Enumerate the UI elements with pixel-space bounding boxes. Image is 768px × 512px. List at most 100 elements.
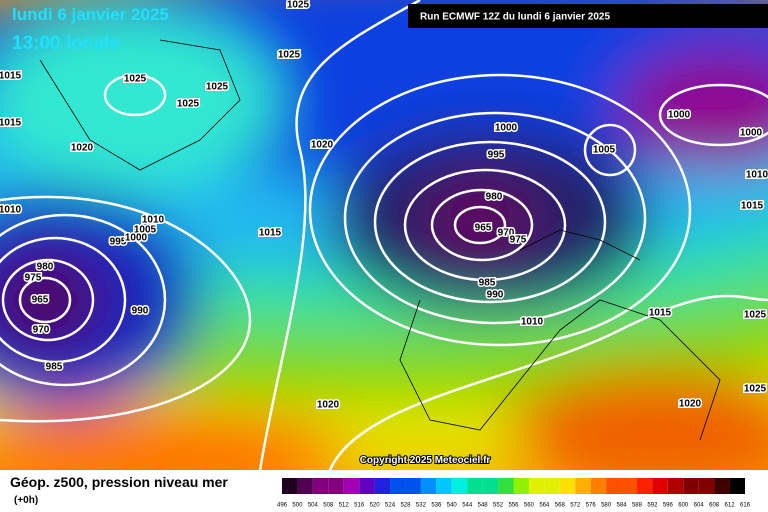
colorbar-swatch (544, 478, 560, 494)
colorbar-label: 576 (586, 503, 597, 509)
isobar-label: 1000 (740, 128, 763, 139)
colorbar-swatch (729, 478, 745, 494)
isobar-label: 1000 (495, 123, 518, 134)
colorbar-label: 596 (663, 503, 674, 509)
isobar-label: 975 (25, 273, 42, 284)
isobar-label: 1015 (259, 228, 282, 239)
colorbar-label: 588 (632, 503, 643, 509)
isobar-label: 1000 (668, 110, 691, 121)
colorbar-label: 532 (416, 503, 427, 509)
colorbar-label: 608 (709, 503, 720, 509)
isobar-label: 1015 (741, 201, 764, 212)
isobar-label: 975 (510, 235, 527, 246)
colorbar-swatch (652, 478, 668, 494)
colorbar-label: 520 (370, 503, 381, 509)
colorbar-label: 568 (555, 503, 566, 509)
isobar-label: 1025 (206, 82, 229, 93)
colorbar-swatch (343, 478, 360, 494)
isobar-label: 990 (487, 290, 504, 301)
isobar-label: 970 (498, 228, 515, 239)
colorbar: 496 500 504 508 512 516 520 524 528 532 536 540 544 5… (277, 478, 751, 509)
colorbar-label: 604 (694, 503, 705, 509)
isobar-label: 1020 (679, 399, 702, 410)
colorbar-label: 508 (323, 503, 334, 509)
colorbar-label: 564 (539, 503, 550, 509)
isobar-label: 1020 (71, 143, 94, 154)
isobar-label: 1025 (744, 384, 767, 395)
isobar-label: 985 (46, 362, 63, 373)
colorbar-swatch (451, 478, 468, 494)
colorbar-swatch (513, 478, 529, 494)
field (0, 0, 768, 470)
isobar-label: 1025 (278, 50, 301, 61)
colorbar-swatch (575, 478, 591, 494)
isobar-label: 985 (479, 278, 496, 289)
colorbar-label: 584 (617, 503, 628, 509)
colorbar-swatch (420, 478, 437, 494)
isobar-label: 1025 (124, 74, 147, 85)
colorbar-label: 548 (478, 503, 489, 509)
isobar-label: 995 (110, 237, 127, 248)
colorbar-swatch (312, 478, 329, 494)
colorbar-swatch (374, 478, 391, 494)
isobar-label: 1005 (134, 225, 157, 236)
isobar-label: 980 (37, 262, 54, 273)
time-label: 13:00 locale (12, 33, 120, 54)
isobar-label: 980 (486, 192, 503, 203)
isobar-label: 1015 (0, 71, 22, 82)
isobar-label: 1010 (746, 170, 768, 181)
isobar-label: 1005 (593, 145, 616, 156)
colorbar-label: 512 (339, 503, 350, 509)
colorbar-label: 580 (601, 503, 612, 509)
colorbar-swatch (282, 478, 298, 494)
colorbar-swatch (698, 478, 715, 494)
colorbar-label: 616 (740, 503, 751, 509)
footer-title: Géop. z500, pression niveau mer (10, 474, 228, 490)
colorbar-swatch (683, 478, 699, 494)
isobar-label: 1020 (311, 140, 334, 151)
isobar-label: 1025 (744, 310, 767, 321)
date-label: lundi 6 janvier 2025 (12, 5, 169, 24)
footer-step: (+0h) (14, 495, 38, 506)
colorbar-swatch (482, 478, 499, 494)
colorbar-label: 524 (385, 503, 396, 509)
colorbar-swatch (667, 478, 684, 494)
colorbar-label: 500 (292, 503, 303, 509)
isobar-label: 1020 (317, 400, 340, 411)
isobar-label: 995 (488, 150, 505, 161)
colorbar-swatch (436, 478, 452, 494)
copyright: Copyright 2025 Meteociel.fr (360, 455, 491, 466)
colorbar-swatch (467, 478, 483, 494)
colorbar-label: 552 (493, 503, 504, 509)
colorbar-swatch (405, 478, 421, 494)
colorbar-label: 556 (508, 503, 519, 509)
run-box (408, 4, 768, 28)
colorbar-swatch (390, 478, 406, 494)
colorbar-label: 496 (277, 503, 288, 509)
isobar-labels: 1025 1025 1025 1025 1025 1020 1020 1015 1015 1010… (0, 0, 768, 412)
isobar-label: 1025 (287, 0, 310, 11)
isobar-label: 970 (33, 325, 50, 336)
colorbar-swatch (636, 478, 653, 494)
colorbar-label: 516 (354, 503, 365, 509)
isobar-label: 1010 (142, 215, 165, 226)
colorbar-label: 592 (647, 503, 658, 509)
isobar-label: 965 (475, 223, 492, 234)
isobar-label: 1025 (177, 99, 200, 110)
colorbar-swatch (621, 478, 637, 494)
colorbar-label: 572 (570, 503, 581, 509)
colorbar-swatch (528, 478, 545, 494)
colorbar-label: 544 (462, 503, 473, 509)
colorbar-label: 560 (524, 503, 535, 509)
colorbar-label: 540 (447, 503, 458, 509)
colorbar-swatch (297, 478, 313, 494)
colorbar-label: 536 (431, 503, 442, 509)
colorbar-label: 504 (308, 503, 319, 509)
isobar-label: 1015 (649, 308, 672, 319)
colorbar-label: 528 (400, 503, 411, 509)
colorbar-swatch (328, 478, 344, 494)
isobar-label: 1010 (521, 317, 544, 328)
isobar-label: 1015 (0, 118, 22, 129)
isobar-label: 990 (132, 306, 149, 317)
